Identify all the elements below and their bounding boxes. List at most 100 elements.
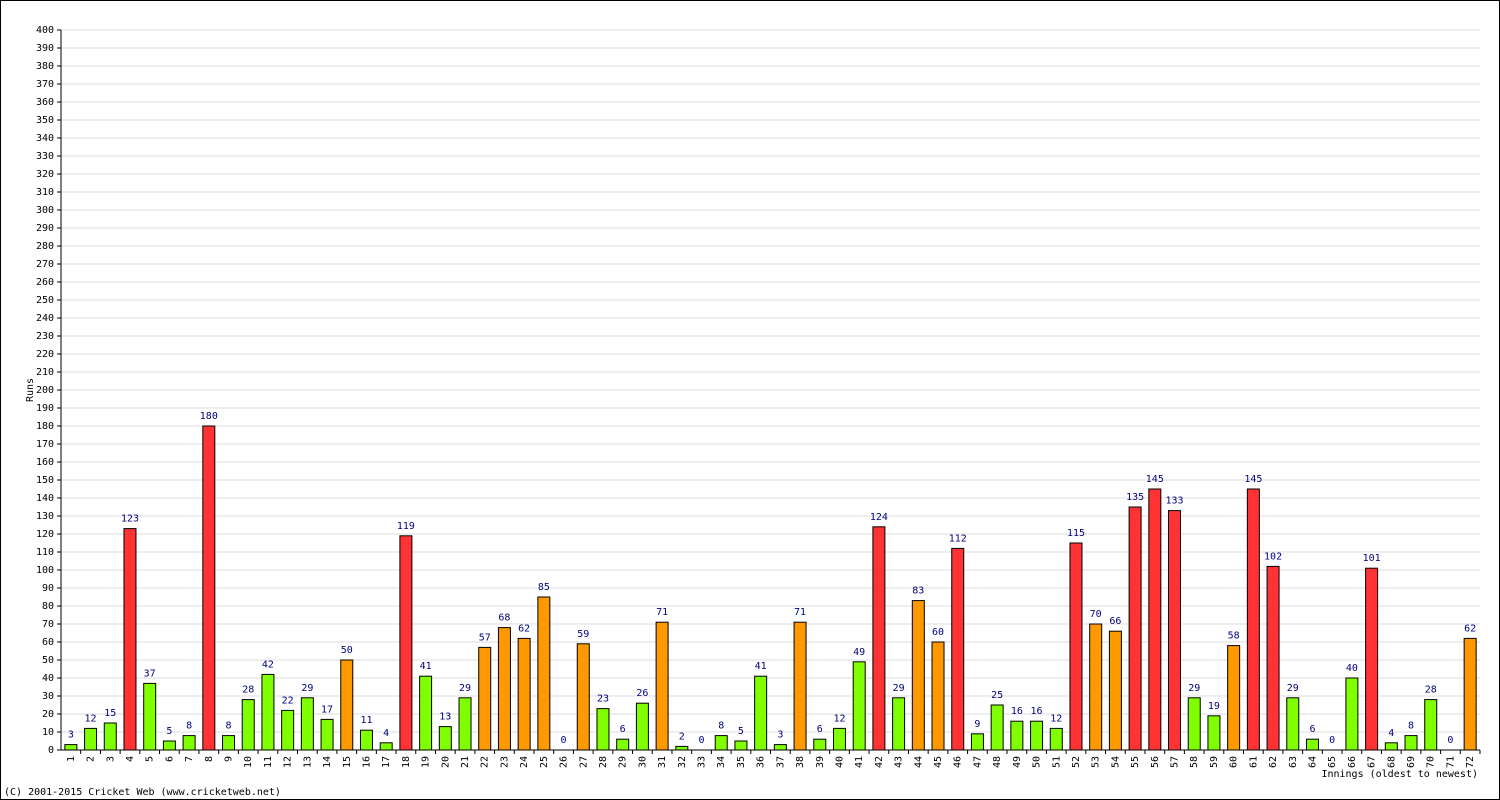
value-label: 145: [1244, 474, 1262, 485]
x-tick-label: 4: [125, 756, 136, 762]
x-tick-label: 14: [322, 756, 333, 768]
y-tick-label: 400: [36, 25, 54, 36]
x-tick-label: 9: [224, 756, 235, 762]
value-label: 60: [932, 627, 944, 638]
bar: [714, 735, 728, 751]
value-label: 6: [1309, 724, 1315, 735]
x-tick-label: 38: [795, 756, 806, 768]
value-label: 6: [817, 724, 823, 735]
value-label: 4: [1388, 728, 1394, 739]
value-label: 5: [166, 726, 172, 737]
y-tick-label: 310: [36, 187, 54, 198]
y-tick-label: 120: [36, 529, 54, 540]
y-tick-label: 250: [36, 295, 54, 306]
x-tick-label: 28: [598, 756, 609, 768]
value-label: 50: [341, 645, 353, 656]
x-tick-label: 19: [421, 756, 432, 768]
value-label: 0: [699, 735, 705, 746]
x-tick-label: 59: [1209, 756, 1220, 768]
y-tick-label: 60: [42, 637, 54, 648]
bar: [1404, 735, 1418, 751]
bar: [478, 646, 492, 751]
x-tick-label: 31: [657, 756, 668, 768]
bar: [64, 744, 78, 751]
value-label: 12: [1050, 713, 1062, 724]
x-tick-label: 17: [381, 756, 392, 768]
bar: [1246, 488, 1260, 751]
value-label: 180: [200, 411, 218, 422]
bar: [734, 740, 748, 751]
value-label: 57: [479, 632, 491, 643]
x-tick-label: 3: [105, 756, 116, 762]
x-tick-label: 5: [145, 756, 156, 762]
y-tick-label: 40: [42, 673, 54, 684]
value-label: 62: [1464, 623, 1476, 634]
bar: [951, 547, 965, 751]
bar: [1365, 567, 1379, 751]
value-label: 145: [1146, 474, 1164, 485]
x-tick-label: 7: [184, 756, 195, 762]
x-tick-label: 63: [1288, 756, 1299, 768]
x-tick-label: 29: [618, 756, 629, 768]
value-label: 115: [1067, 528, 1085, 539]
x-tick-label: 61: [1248, 756, 1259, 768]
x-tick-label: 22: [480, 756, 491, 768]
x-tick-label: 60: [1229, 756, 1240, 768]
y-tick-label: 350: [36, 115, 54, 126]
bar: [793, 621, 807, 751]
value-label: 29: [459, 683, 471, 694]
y-tick-label: 140: [36, 493, 54, 504]
value-label: 17: [321, 704, 333, 715]
bar: [162, 740, 176, 751]
y-tick-label: 230: [36, 331, 54, 342]
bar: [773, 744, 787, 751]
x-tick-label: 40: [834, 756, 845, 768]
bar: [458, 697, 472, 751]
y-tick-label: 100: [36, 565, 54, 576]
bar: [931, 641, 945, 751]
value-label: 29: [1287, 683, 1299, 694]
y-tick-label: 320: [36, 169, 54, 180]
x-tick-label: 39: [815, 756, 826, 768]
y-tick-label: 270: [36, 259, 54, 270]
y-tick-label: 110: [36, 547, 54, 558]
y-tick-label: 200: [36, 385, 54, 396]
bar: [1030, 720, 1044, 751]
y-axis-label: Runs: [25, 378, 36, 402]
bar: [1108, 630, 1122, 751]
value-label: 68: [498, 613, 510, 624]
bar: [84, 727, 98, 751]
value-label: 2: [679, 731, 685, 742]
y-tick-label: 290: [36, 223, 54, 234]
bar: [576, 643, 590, 751]
bar: [1207, 715, 1221, 751]
x-tick-label: 30: [637, 756, 648, 768]
y-tick-label: 20: [42, 709, 54, 720]
value-label: 40: [1346, 663, 1358, 674]
value-label: 66: [1109, 616, 1121, 627]
value-label: 12: [85, 713, 97, 724]
x-tick-label: 2: [86, 756, 97, 762]
y-tick-label: 0: [48, 745, 54, 756]
value-label: 0: [1329, 735, 1335, 746]
bar: [1286, 697, 1300, 751]
x-tick-label: 35: [736, 756, 747, 768]
x-tick-label: 10: [243, 756, 254, 768]
bar: [517, 637, 531, 751]
y-tick-label: 340: [36, 133, 54, 144]
value-label: 62: [518, 623, 530, 634]
bar: [635, 702, 649, 751]
x-tick-label: 12: [283, 756, 294, 768]
bar: [399, 535, 413, 751]
x-tick-label: 11: [263, 756, 274, 768]
x-tick-label: 37: [775, 756, 786, 768]
x-tick-label: 18: [401, 756, 412, 768]
value-label: 37: [144, 668, 156, 679]
bar: [241, 699, 255, 751]
y-tick-label: 170: [36, 439, 54, 450]
x-tick-label: 71: [1445, 756, 1456, 768]
value-label: 3: [777, 730, 783, 741]
y-tick-label: 50: [42, 655, 54, 666]
x-tick-label: 27: [578, 756, 589, 768]
x-tick-label: 53: [1091, 756, 1102, 768]
